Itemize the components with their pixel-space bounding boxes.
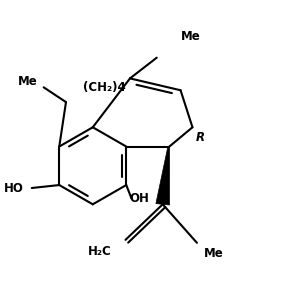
Text: HO: HO — [4, 181, 24, 195]
Text: (CH₂)4: (CH₂)4 — [83, 81, 126, 94]
Text: Me: Me — [18, 75, 38, 88]
Text: Me: Me — [181, 30, 201, 43]
Text: H₂C: H₂C — [88, 245, 112, 258]
Text: R: R — [195, 131, 204, 144]
Text: OH: OH — [129, 192, 149, 205]
Text: Me: Me — [203, 247, 223, 260]
Polygon shape — [156, 147, 169, 205]
